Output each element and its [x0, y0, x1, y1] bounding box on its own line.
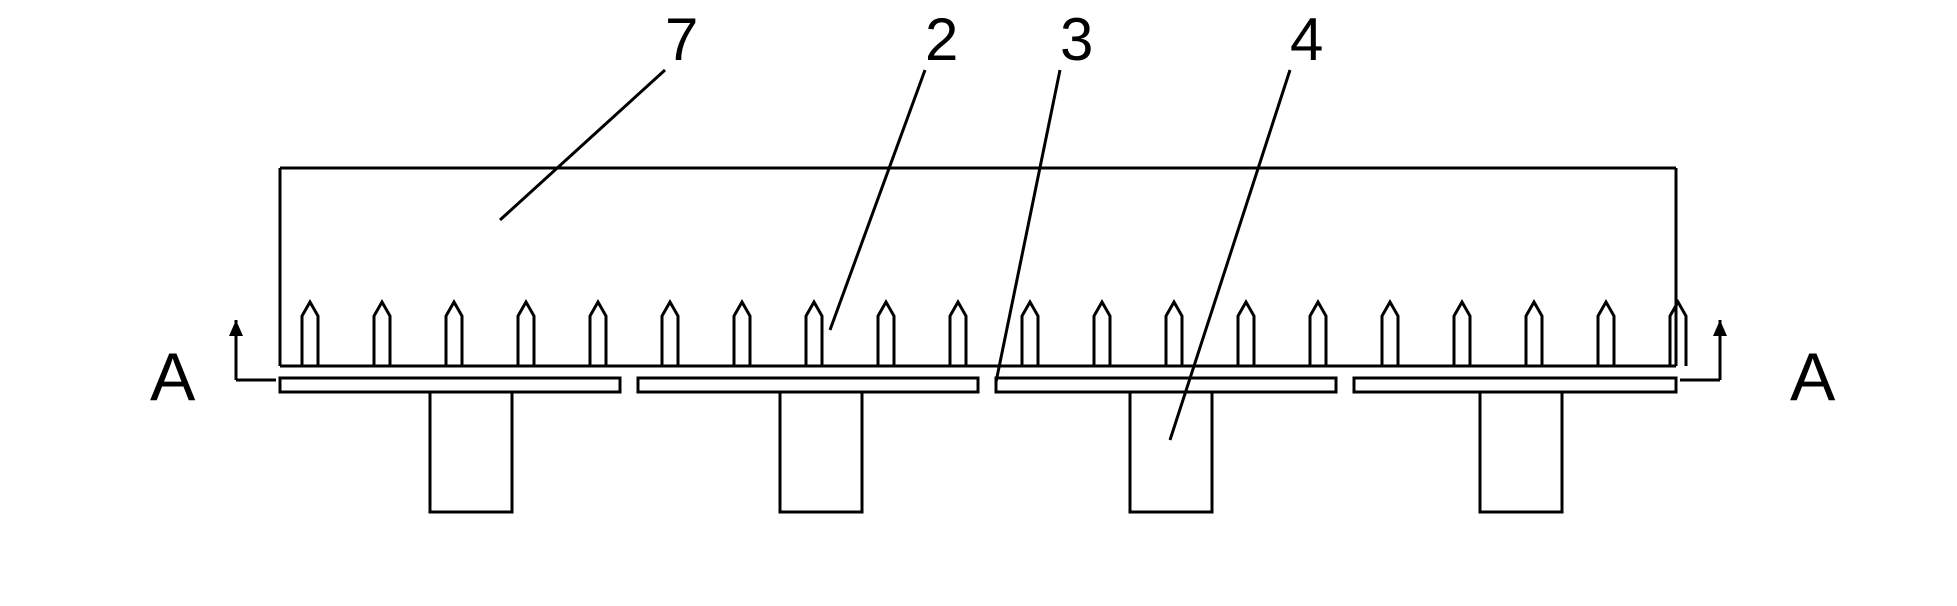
- label-4-label: 4: [1290, 6, 1323, 73]
- background: [0, 0, 1957, 606]
- section-A-right: A: [1790, 339, 1836, 415]
- label-2-label: 2: [925, 6, 958, 73]
- section-A-left: A: [150, 339, 196, 415]
- label-3-label: 3: [1060, 6, 1093, 73]
- label-7-label: 7: [665, 6, 698, 73]
- diagram-canvas: 7 2 3 4 A A: [0, 0, 1957, 606]
